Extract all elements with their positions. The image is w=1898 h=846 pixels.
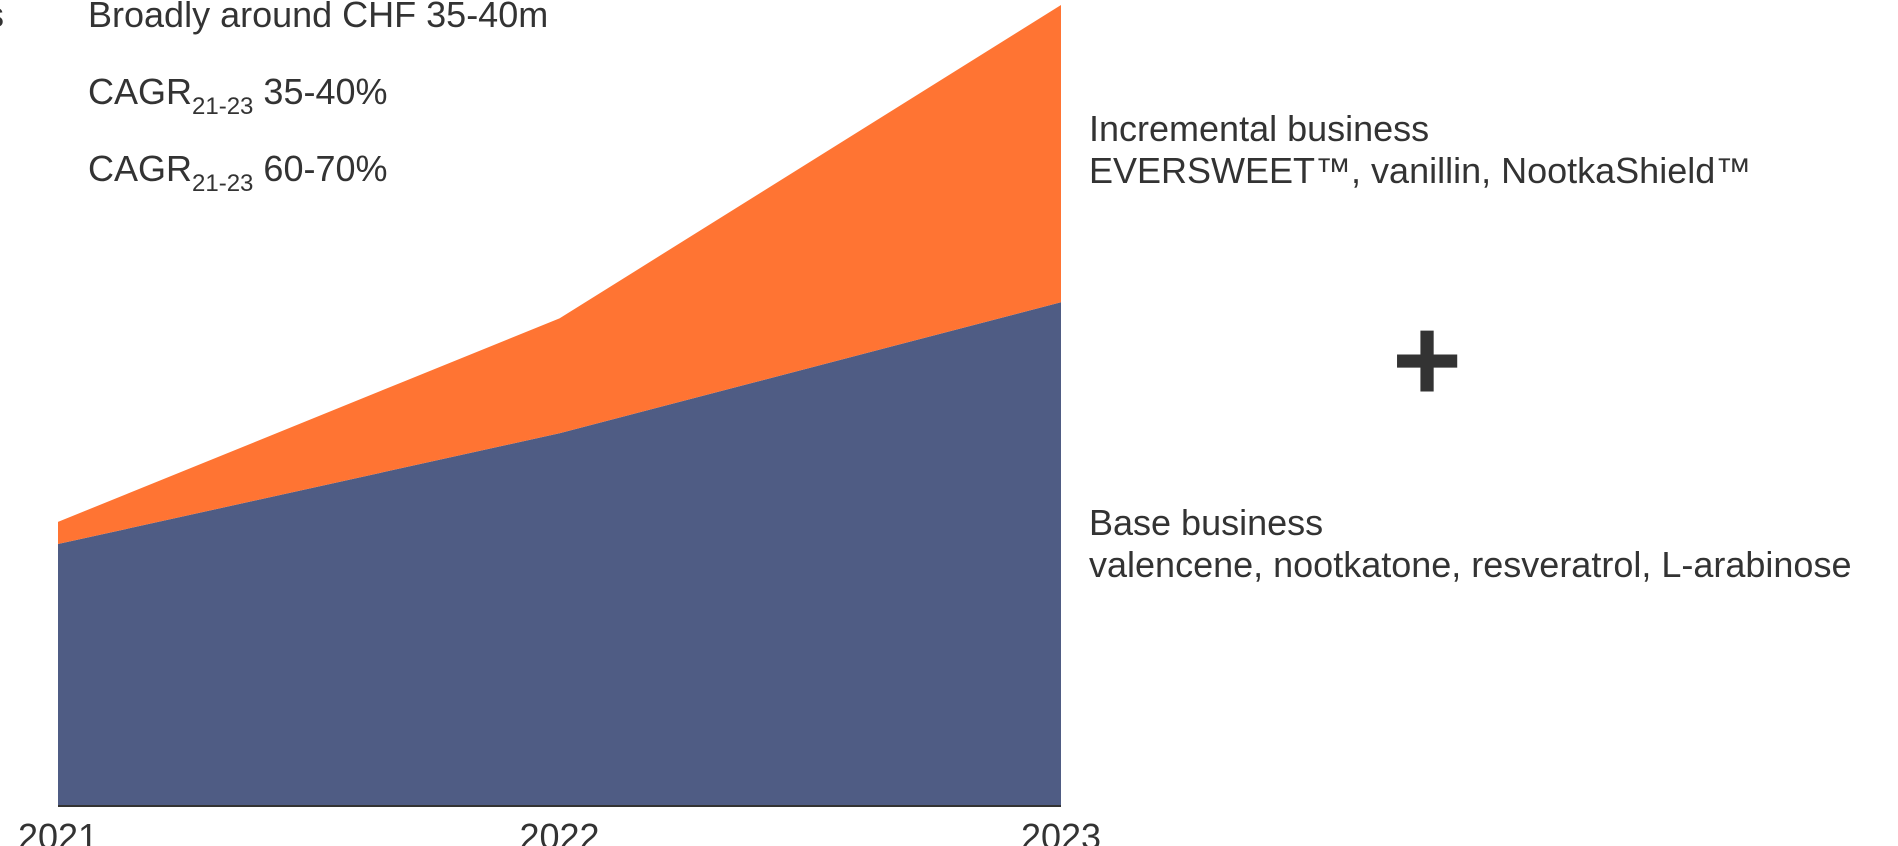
x-tick-label-2022: 2022 (519, 816, 599, 846)
base-business-label: Base business valencene, nootkatone, res… (1089, 502, 1851, 586)
base-cagr-prefix: CAGR (88, 71, 193, 112)
base-business-area (58, 302, 1061, 806)
incremental-cagr-period: 21-23 (192, 170, 254, 197)
total-sales-text: Broadly around CHF 35-40m (88, 0, 549, 35)
x-tick-label-2021: 2021 (18, 816, 98, 846)
incremental-cagr-value: 60-70% (263, 148, 388, 189)
chart-areas (58, 5, 1061, 806)
row-marker: s (0, 0, 4, 35)
plus-icon: + (1392, 293, 1463, 427)
base-cagr-value: 35-40% (263, 71, 388, 112)
incremental-business-label: Incremental business EVERSWEET™, vanilli… (1089, 108, 1751, 192)
x-tick-label-2023: 2023 (1021, 816, 1101, 846)
base-business-title: Base business (1089, 502, 1324, 543)
x-axis-ticks: 2021 2022 2023 (18, 816, 1101, 846)
total-sales-stat: Broadly around CHF 35-40m (88, 0, 548, 35)
base-cagr-stat: CAGR21-23 35-40% (88, 71, 388, 119)
incremental-business-area (58, 5, 1061, 545)
incremental-cagr-prefix: CAGR (88, 148, 193, 189)
base-cagr-period: 21-23 (192, 93, 254, 120)
incremental-cagr-stat: CAGR21-23 60-70% (88, 148, 388, 196)
incremental-business-products: EVERSWEET™, vanillin, NootkaShield™ (1089, 150, 1752, 191)
incremental-business-title: Incremental business (1089, 108, 1430, 149)
base-business-products: valencene, nootkatone, resveratrol, L-ar… (1089, 544, 1852, 585)
